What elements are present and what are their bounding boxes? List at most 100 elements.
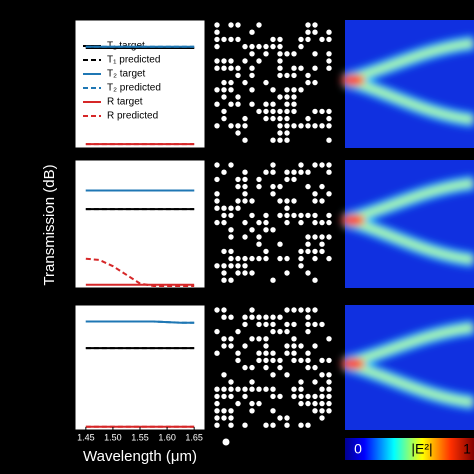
hole xyxy=(277,36,283,43)
x-tick-label: 1.50 xyxy=(104,432,122,442)
hole xyxy=(263,255,269,262)
hole xyxy=(228,212,234,219)
hole xyxy=(298,43,304,50)
hole xyxy=(214,162,220,168)
hole xyxy=(214,328,220,335)
hole xyxy=(298,357,304,364)
hole xyxy=(263,364,269,371)
hole xyxy=(249,307,255,313)
hole xyxy=(235,130,241,136)
hole xyxy=(249,408,255,414)
hole xyxy=(305,183,311,190)
hole xyxy=(305,36,311,43)
hole xyxy=(326,336,332,342)
hole xyxy=(319,123,325,129)
hole xyxy=(214,198,220,204)
hole xyxy=(228,58,234,64)
hole xyxy=(277,137,283,143)
hole xyxy=(270,357,276,364)
hole xyxy=(221,212,227,219)
hole xyxy=(319,372,325,378)
hole xyxy=(242,314,248,320)
colorbar-label: |E²| xyxy=(411,441,432,457)
hole xyxy=(319,400,325,407)
hole xyxy=(221,336,227,342)
hole xyxy=(312,198,318,204)
hole xyxy=(242,393,248,400)
hole xyxy=(249,101,255,107)
hole xyxy=(277,198,283,204)
hole xyxy=(326,36,332,43)
hole xyxy=(242,198,248,204)
hole xyxy=(242,234,248,240)
hole xyxy=(326,29,332,35)
hole xyxy=(235,176,241,183)
hole xyxy=(326,108,332,115)
hole xyxy=(326,123,332,129)
hole xyxy=(270,328,276,335)
hole xyxy=(228,87,234,93)
hole xyxy=(242,43,248,50)
hole xyxy=(235,328,241,335)
hole xyxy=(305,314,311,320)
hole xyxy=(284,130,290,136)
hole xyxy=(319,234,325,240)
hole xyxy=(284,219,290,226)
hole xyxy=(284,350,290,356)
colorbar-min: 0 xyxy=(354,441,362,457)
plot-area xyxy=(74,304,206,431)
hole xyxy=(263,212,269,219)
hole xyxy=(249,87,255,93)
hole xyxy=(277,212,283,219)
hole xyxy=(263,248,269,255)
x-tick-label: 1.60 xyxy=(158,432,176,442)
hole xyxy=(256,234,262,240)
hole xyxy=(291,198,297,204)
hole xyxy=(256,400,262,407)
field-beams xyxy=(341,36,474,127)
hole xyxy=(242,422,248,428)
hole xyxy=(319,408,325,414)
hole xyxy=(305,400,311,407)
hole xyxy=(256,350,262,356)
hole xyxy=(305,364,311,371)
hole xyxy=(221,115,227,122)
hole xyxy=(221,263,227,269)
hole xyxy=(326,162,332,168)
hole xyxy=(235,255,241,262)
hole xyxy=(284,321,290,328)
hole xyxy=(228,22,234,28)
field-beams xyxy=(341,176,474,267)
hole xyxy=(270,169,276,175)
hole xyxy=(319,321,325,328)
hole xyxy=(305,270,311,276)
hole xyxy=(291,386,297,392)
hole xyxy=(270,36,276,43)
hole xyxy=(298,219,304,226)
hole xyxy=(291,101,297,107)
hole xyxy=(291,108,297,115)
hole xyxy=(228,205,234,211)
hole xyxy=(249,379,255,385)
hole xyxy=(242,169,248,175)
hole xyxy=(284,169,290,175)
hole xyxy=(263,79,269,86)
hole xyxy=(291,343,297,349)
hole xyxy=(291,51,297,57)
colorbar xyxy=(345,438,474,460)
hole xyxy=(291,176,297,183)
hole xyxy=(214,22,220,28)
hole xyxy=(221,415,227,421)
hole xyxy=(284,176,290,183)
hole xyxy=(277,72,283,79)
hole xyxy=(312,234,318,240)
legend-label: R predicted xyxy=(107,111,158,122)
hole xyxy=(270,386,276,392)
hole xyxy=(277,255,283,262)
hole xyxy=(270,277,276,283)
hole xyxy=(214,43,220,50)
hole xyxy=(263,350,269,356)
hole xyxy=(277,115,283,122)
hole xyxy=(319,393,325,400)
